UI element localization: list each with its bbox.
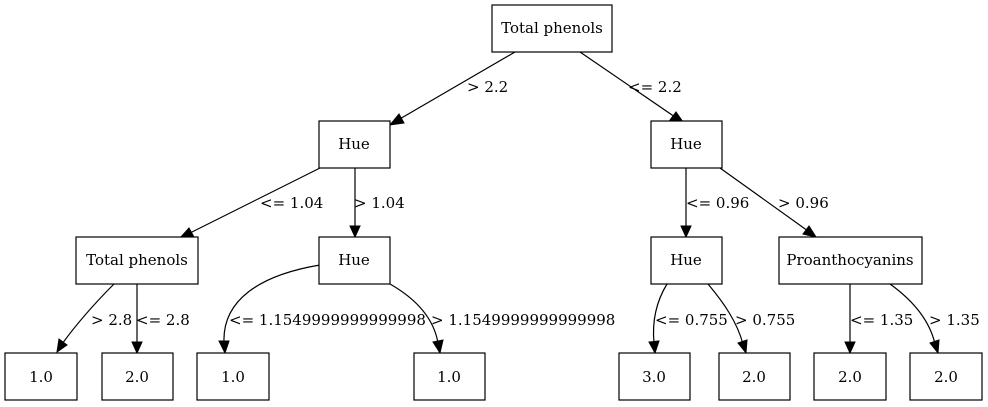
node-total-phenols-root: Total phenols (491, 4, 613, 53)
leaf-value: 2.0 (934, 368, 958, 386)
node-hue-mid: Hue (318, 236, 391, 285)
leaf-node-2: 2.0 (101, 352, 174, 401)
edge-hue-mid-to-leaf-3: <= 1.1549999999999998 (218, 264, 426, 355)
edge-label: > 2.8 (91, 311, 132, 329)
leaf-node-1: 1.0 (4, 352, 78, 401)
edge-label: <= 1.35 (850, 311, 913, 329)
leaf-node-8: 2.0 (909, 352, 983, 401)
edge-root-to-hue-left: > 2.2 (388, 51, 516, 126)
edge-root-to-hue-right: <= 2.2 (579, 51, 685, 123)
leaf-node-6: 2.0 (718, 352, 791, 401)
leaf-value: 1.0 (29, 368, 53, 386)
edge-hue-mid-to-leaf-4: > 1.1549999999999998 (389, 283, 615, 355)
leaf-value: 3.0 (642, 368, 666, 386)
edge-label: > 2.2 (467, 78, 508, 96)
node-label: Hue (670, 251, 702, 269)
edge-total-phenols-to-leaf-2: <= 2.8 (131, 284, 190, 355)
node-hue-low: Hue (650, 236, 723, 285)
edge-label: <= 2.8 (136, 311, 190, 329)
edge-label: <= 1.04 (260, 194, 323, 212)
edge-label: <= 0.96 (686, 194, 749, 212)
leaf-value: 1.0 (221, 368, 245, 386)
edge-hue-right-to-proanthocyanins: > 0.96 (719, 167, 829, 238)
node-label: Hue (338, 135, 370, 153)
edge-hue-low-to-leaf-6: > 0.755 (707, 283, 795, 355)
node-label: Total phenols (501, 19, 603, 37)
edge-label: > 0.96 (778, 194, 829, 212)
edge-hue-right-to-hue: <= 0.96 (680, 168, 749, 239)
node-label: Hue (670, 135, 702, 153)
edge-total-phenols-to-leaf-1: > 2.8 (56, 283, 132, 354)
node-proanthocyanins: Proanthocyanins (778, 236, 923, 285)
node-hue-left: Hue (318, 120, 391, 169)
leaf-node-7: 2.0 (813, 352, 887, 401)
edge-hue-to-hue-mid: > 1.04 (349, 168, 405, 239)
edge-hue-to-total-phenols: <= 1.04 (178, 167, 323, 239)
leaf-value: 1.0 (437, 368, 461, 386)
leaf-value: 2.0 (125, 368, 149, 386)
edge-hue-low-to-leaf-5: <= 0.755 (648, 283, 728, 355)
edge-label: > 1.35 (929, 311, 980, 329)
edge-label: > 1.1549999999999998 (431, 311, 615, 329)
node-label: Hue (338, 251, 370, 269)
edge-proanthocyanins-to-leaf-8: > 1.35 (889, 283, 980, 355)
leaf-node-5: 3.0 (618, 352, 691, 401)
edge-label: <= 1.1549999999999998 (229, 311, 426, 329)
edge-label: <= 2.2 (628, 78, 682, 96)
leaf-node-3: 1.0 (196, 352, 270, 401)
edge-label: > 1.04 (354, 194, 405, 212)
edge-label: <= 0.755 (655, 311, 728, 329)
node-label: Total phenols (86, 251, 188, 269)
node-label: Proanthocyanins (786, 251, 913, 269)
leaf-value: 2.0 (742, 368, 766, 386)
leaf-value: 2.0 (838, 368, 862, 386)
edge-label: > 0.755 (735, 311, 795, 329)
node-total-phenols: Total phenols (75, 236, 199, 285)
node-hue-right: Hue (650, 120, 723, 169)
leaf-node-4: 1.0 (413, 352, 486, 401)
edge-proanthocyanins-to-leaf-7: <= 1.35 (844, 284, 913, 355)
